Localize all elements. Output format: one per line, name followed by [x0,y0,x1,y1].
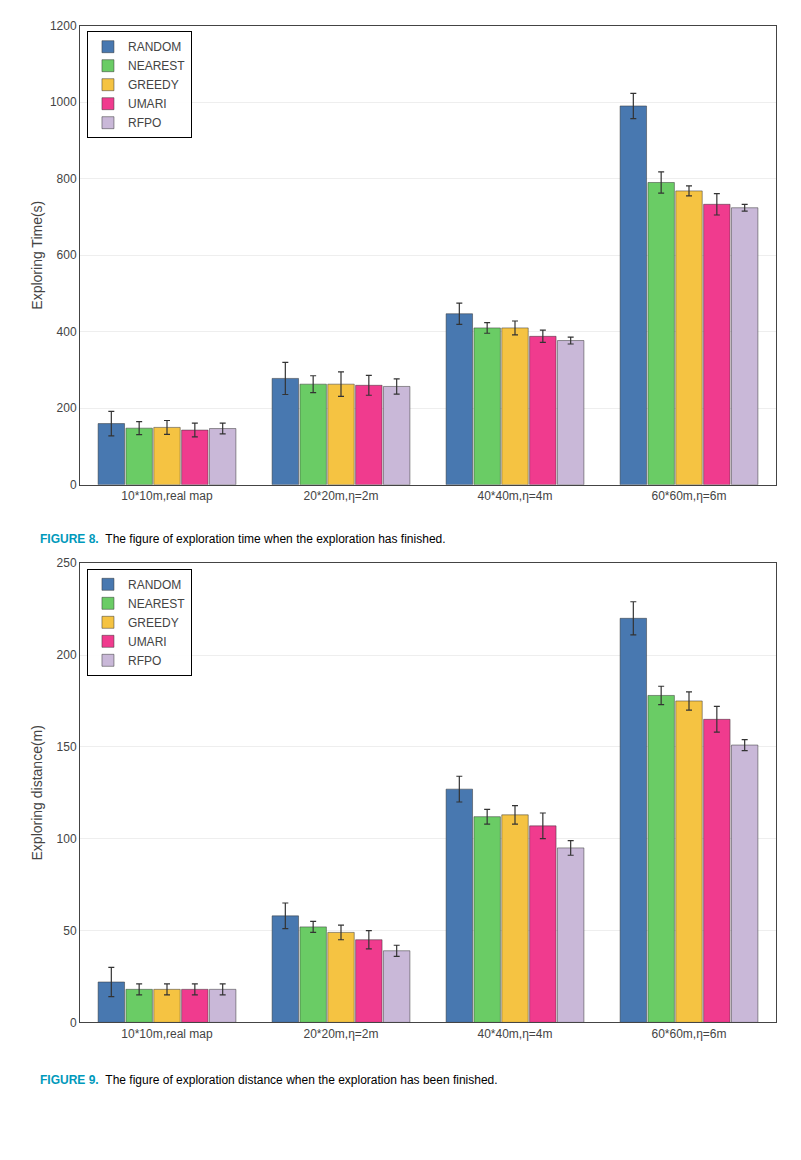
svg-text:1000: 1000 [50,95,77,109]
svg-text:50: 50 [63,924,77,938]
svg-text:0: 0 [70,478,77,492]
svg-text:NEAREST: NEAREST [128,597,185,611]
svg-text:0: 0 [70,1016,77,1030]
svg-text:Exploring distance(m): Exploring distance(m) [29,725,45,860]
svg-text:FIGURE 8. The figure of explo: FIGURE 8. The figure of exploration time… [40,532,446,546]
svg-text:40*40m,η=4m: 40*40m,η=4m [477,489,552,503]
svg-text:UMARI: UMARI [128,97,167,111]
svg-text:60*60m,η=6m: 60*60m,η=6m [651,1027,726,1041]
svg-text:100: 100 [57,832,77,846]
svg-text:NEAREST: NEAREST [128,59,185,73]
svg-text:20*20m,η=2m: 20*20m,η=2m [303,1027,378,1041]
svg-text:GREEDY: GREEDY [128,616,179,630]
svg-text:Exploring Time(s): Exploring Time(s) [29,201,45,310]
svg-text:40*40m,η=4m: 40*40m,η=4m [477,1027,552,1041]
svg-text:10*10m,real map: 10*10m,real map [121,1027,213,1041]
svg-text:GREEDY: GREEDY [128,78,179,92]
svg-text:250: 250 [57,556,77,570]
svg-text:RANDOM: RANDOM [128,40,181,54]
svg-text:RANDOM: RANDOM [128,578,181,592]
svg-text:60*60m,η=6m: 60*60m,η=6m [651,489,726,503]
svg-text:RFPO: RFPO [128,654,161,668]
svg-text:1200: 1200 [50,19,77,33]
svg-text:FIGURE 9. The figure of explo: FIGURE 9. The figure of exploration dist… [40,1073,498,1087]
svg-text:UMARI: UMARI [128,635,167,649]
svg-text:RFPO: RFPO [128,116,161,130]
svg-text:20*20m,η=2m: 20*20m,η=2m [303,489,378,503]
svg-text:400: 400 [57,325,77,339]
svg-text:600: 600 [57,248,77,262]
svg-text:200: 200 [57,401,77,415]
svg-text:10*10m,real map: 10*10m,real map [121,489,213,503]
svg-text:800: 800 [57,172,77,186]
svg-text:150: 150 [57,740,77,754]
svg-text:200: 200 [57,648,77,662]
